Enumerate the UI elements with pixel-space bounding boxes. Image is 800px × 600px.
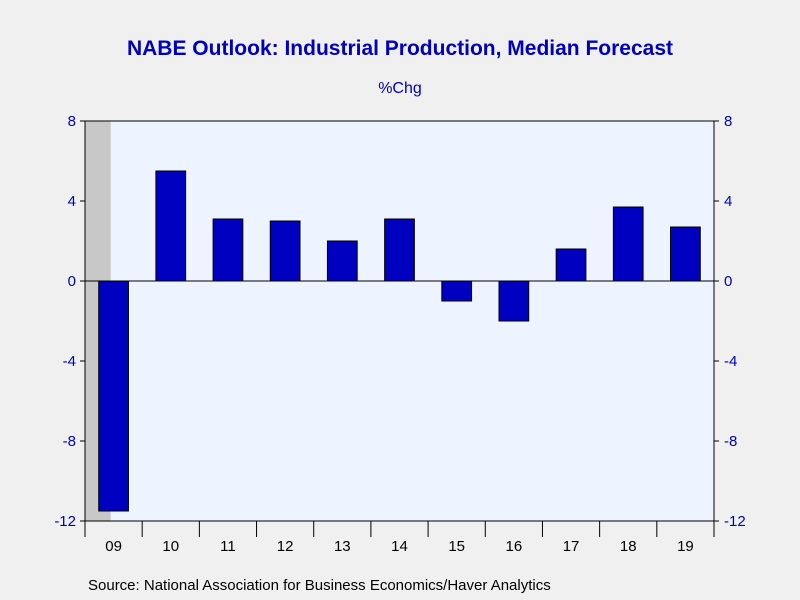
bar-17 <box>555 248 587 282</box>
bar-18 <box>612 206 644 282</box>
left-y-tick-label: -12 <box>54 513 76 530</box>
bar-16 <box>498 280 530 322</box>
right-y-tick-label: -12 <box>724 513 746 530</box>
plot-background <box>85 121 714 521</box>
x-tick-label: 10 <box>162 538 179 555</box>
right-y-tick-label: -4 <box>724 353 737 370</box>
bar-10 <box>155 170 187 282</box>
x-tick-label: 17 <box>563 538 580 555</box>
plot-frame <box>84 120 715 522</box>
x-tick-label: 16 <box>506 538 523 555</box>
bar-12 <box>269 220 301 282</box>
left-y-tick-label: 8 <box>68 113 76 130</box>
source-note: Source: National Association for Busines… <box>88 577 551 594</box>
right-y-tick-label: 0 <box>724 273 732 290</box>
x-tick-label: 19 <box>677 538 694 555</box>
x-tick-label: 13 <box>334 538 351 555</box>
x-tick-label: 11 <box>220 538 236 555</box>
bar-14 <box>384 218 415 282</box>
bar-11 <box>212 218 244 282</box>
chart-subtitle: %Chg <box>378 80 422 97</box>
x-tick-label: 12 <box>277 538 294 555</box>
left-y-tick-label: -4 <box>63 353 76 370</box>
left-y-tick-label: 0 <box>68 273 76 290</box>
x-tick-label: 14 <box>391 538 408 555</box>
x-tick-label: 18 <box>620 538 637 555</box>
bar-13 <box>326 240 358 282</box>
bars-layer <box>98 170 701 512</box>
bar-09 <box>98 280 129 512</box>
left-y-tick-label: 4 <box>68 193 76 210</box>
right-y-tick-label: -8 <box>724 433 737 450</box>
x-tick-label: 15 <box>448 538 465 555</box>
right-y-tick-label: 8 <box>724 113 732 130</box>
right-y-tick-label: 4 <box>724 193 732 210</box>
axis-layer: 8 8 4 4 0 0 -4 -4 -8 -8 -12 -12 09 10 11 12 13 14 15 16 17 18… <box>54 113 745 555</box>
bar-19 <box>670 226 701 282</box>
chart-title: NABE Outlook: Industrial Production, Med… <box>126 37 674 60</box>
bar-15 <box>441 280 473 302</box>
x-tick-label: 09 <box>105 538 122 555</box>
left-y-tick-label: -8 <box>63 433 76 450</box>
